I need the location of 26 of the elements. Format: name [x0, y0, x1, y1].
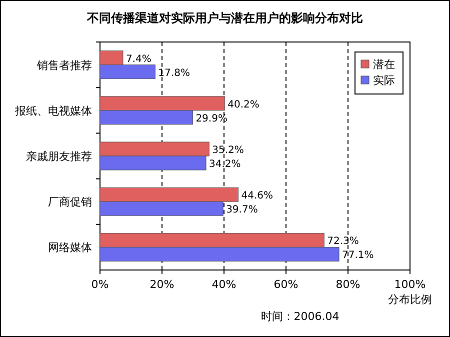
y-tick-label: 厂商促销: [48, 196, 92, 209]
x-tick-label: 0%: [91, 278, 109, 291]
text: 时间：2006.04: [260, 310, 340, 323]
legend-label: 潜在: [373, 58, 395, 71]
data-label: 77.1%: [342, 250, 374, 262]
y-tick-label: 亲戚朋友推荐: [26, 150, 92, 163]
data-label: 34.2%: [209, 159, 241, 170]
x-tick-label: 60%: [274, 278, 298, 291]
data-label: 29.9%: [196, 113, 228, 124]
data-label: 39.7%: [226, 204, 258, 216]
data-label: 17.8%: [158, 68, 190, 79]
x-tick-label: 80%: [336, 278, 360, 291]
x-tick-label: 100%: [394, 278, 426, 291]
data-label: 40.2%: [228, 99, 260, 110]
data-label: 44.6%: [241, 190, 274, 202]
data-label: 35.2%: [212, 145, 244, 156]
y-tick-label: 报纸、电视媒体: [14, 104, 92, 118]
x-tick-label: 20%: [150, 278, 174, 291]
chart-title: 不同传播渠道对实际用户与潜在用户的影响分布对比: [86, 11, 363, 25]
x-tick-label: 40%: [212, 278, 236, 291]
x-axis-title: 分布比例: [388, 293, 432, 306]
data-label: 7.4%: [126, 54, 152, 65]
y-tick-label: 销售者推荐: [36, 58, 92, 72]
y-tick-label: 网络媒体: [48, 241, 92, 254]
data-label: 72.3%: [327, 236, 359, 248]
legend-label: 实际: [373, 74, 395, 87]
